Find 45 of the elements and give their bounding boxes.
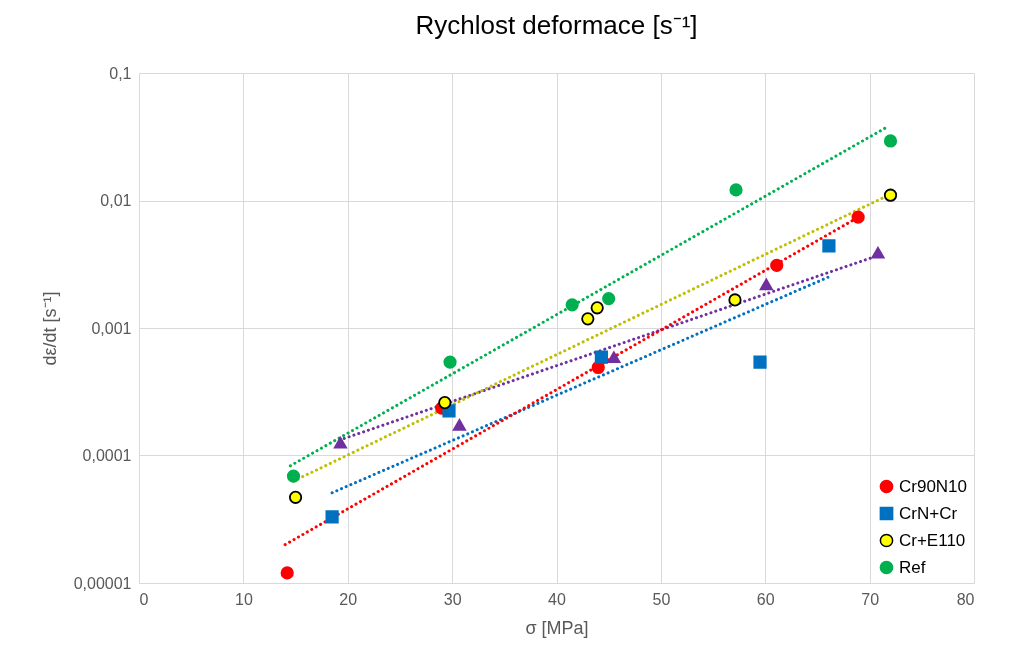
x-tick-label: 80 — [956, 590, 975, 608]
point — [602, 292, 616, 306]
y-axis-title: dε/dt [s⁻¹] — [39, 291, 60, 366]
x-tick-label: 30 — [443, 590, 462, 608]
point — [728, 293, 742, 307]
point — [753, 355, 767, 369]
x-tick-label: 50 — [652, 590, 671, 608]
point — [759, 278, 773, 291]
legend-label: Cr+E110 — [899, 530, 966, 550]
x-tick-label: 60 — [756, 590, 775, 608]
point — [883, 188, 898, 202]
x-tick-label: 10 — [234, 590, 253, 608]
point — [288, 490, 303, 504]
x-axis-title: σ [MPa] — [525, 617, 589, 638]
y-tick-label: 0,001 — [91, 319, 132, 337]
point — [871, 246, 885, 259]
point — [438, 396, 452, 410]
x-tick-label: 20 — [339, 590, 358, 608]
point — [729, 183, 743, 197]
y-tick-label: 0,1 — [109, 64, 132, 82]
point — [565, 298, 579, 312]
point — [590, 301, 604, 315]
legend-label: CrN+Cr — [899, 503, 958, 523]
point — [286, 469, 301, 483]
x-tick-label: 40 — [548, 590, 566, 608]
point — [581, 312, 595, 326]
legend-label: Ref — [899, 557, 926, 577]
point — [594, 350, 608, 364]
point — [851, 210, 865, 224]
y-tick-label: 0,00001 — [73, 574, 132, 592]
point — [452, 418, 467, 431]
point — [607, 351, 621, 364]
x-tick-label: 70 — [861, 590, 880, 608]
point — [333, 436, 348, 449]
point — [822, 239, 836, 253]
legend-label: Cr90N10 — [899, 476, 968, 496]
y-tick-label: 0,01 — [100, 192, 132, 209]
y-tick-label: 0,0001 — [82, 447, 132, 464]
point — [443, 355, 457, 369]
point — [883, 134, 898, 148]
chart-title: Rychlost deformace [s⁻¹] — [415, 10, 698, 40]
point — [280, 566, 294, 580]
x-tick-label: 0 — [139, 590, 149, 608]
point — [770, 258, 784, 272]
point — [325, 510, 339, 524]
